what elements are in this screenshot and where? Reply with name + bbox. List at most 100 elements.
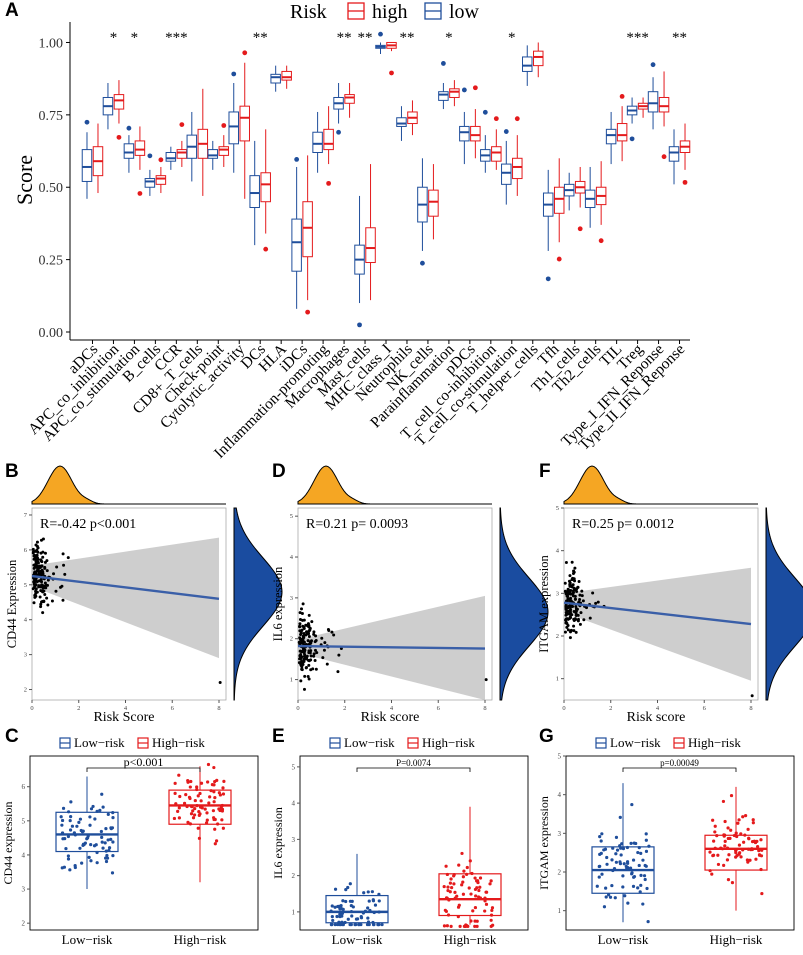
scatter-point: [299, 679, 303, 683]
significance-mark: **: [399, 30, 414, 46]
y-tick-label: 3: [556, 590, 559, 597]
jitter-point: [357, 922, 361, 927]
jitter-point: [198, 812, 202, 816]
box-group-Treg: [626, 97, 649, 142]
y-tick-label: 1.00: [39, 36, 64, 51]
jitter-point: [597, 875, 601, 879]
jitter-point: [195, 787, 199, 792]
jitter-point: [475, 924, 479, 928]
scatter-point: [45, 569, 49, 573]
jitter-point: [725, 858, 730, 862]
jitter-point: [81, 842, 86, 846]
jitter-point: [348, 899, 352, 903]
scatter-point: [307, 659, 311, 663]
panel-label-a: A: [5, 0, 19, 21]
jitter-point: [445, 872, 449, 877]
y-tick-label: 5: [556, 505, 559, 512]
jitter-point: [111, 854, 115, 858]
scatter-point: [58, 585, 62, 589]
box-low: [207, 149, 219, 159]
jitter-point: [610, 883, 614, 888]
significance-mark: *: [508, 30, 516, 46]
scatter-point: [34, 562, 38, 566]
jitter-point: [746, 827, 750, 831]
jitter-point: [196, 826, 200, 830]
y-axis-title: IL6 expression: [271, 566, 285, 641]
y-tick-label: 1: [292, 908, 296, 916]
fit-line: [563, 601, 752, 626]
right-density-expression: [233, 507, 283, 701]
jitter-point: [193, 798, 197, 803]
outlier-low: [629, 136, 635, 142]
box-high: [113, 94, 125, 110]
jitter-point: [732, 833, 736, 838]
scatter-point: [298, 638, 302, 642]
jitter-point: [726, 826, 730, 830]
jitter-point: [625, 845, 630, 850]
jitter-point: [78, 817, 83, 821]
jitter-point: [66, 854, 70, 858]
scatter-point: [33, 553, 37, 557]
scatter-point: [307, 663, 311, 667]
jitter-point: [346, 917, 350, 921]
jitter-point: [490, 908, 494, 913]
jitter-point: [453, 896, 457, 900]
y-tick-label: 2: [24, 687, 27, 694]
box-low: [81, 149, 93, 182]
jitter-point: [92, 844, 97, 848]
jitter-point: [220, 809, 225, 813]
jitter-point: [205, 818, 209, 822]
jitter-point: [343, 920, 347, 925]
box-high: [323, 128, 334, 151]
jitter-point: [478, 885, 482, 889]
scatter-point: [310, 620, 314, 624]
box-high: [239, 105, 250, 142]
jitter-point: [637, 846, 641, 850]
jitter-point: [338, 912, 342, 916]
outlier-low: [545, 276, 551, 282]
scatter-point: [574, 617, 578, 621]
jitter-point: [712, 853, 716, 857]
scatter-point: [32, 601, 36, 605]
y-tick-label: 5: [558, 753, 562, 761]
box: [438, 873, 502, 917]
scatter-point: [308, 651, 312, 655]
scatter-point: [580, 594, 584, 598]
box-group-Parainflammation: [438, 61, 460, 110]
jitter-point: [465, 872, 469, 876]
jitter-point: [465, 865, 469, 870]
scatter-point: [566, 606, 570, 610]
significance-mark: **: [337, 30, 352, 46]
box-group-Inflammation-promoting: [312, 106, 334, 186]
scatter-point: [299, 629, 303, 633]
jitter-point: [341, 907, 345, 911]
jitter-point: [213, 827, 217, 831]
scatter-point: [320, 636, 324, 640]
box-low: [228, 111, 239, 145]
jitter-point: [204, 821, 209, 825]
y-tick-label: 3: [558, 830, 562, 838]
jitter-point: [741, 848, 745, 852]
jitter-point: [711, 818, 715, 822]
x-tick-label: 6: [171, 705, 175, 712]
jitter-point: [447, 898, 451, 902]
jitter-point: [642, 874, 647, 878]
scatter-point: [298, 611, 302, 615]
jitter-point: [599, 839, 603, 843]
x-tick-label: 2: [77, 705, 80, 712]
jitter-point: [442, 924, 447, 928]
jitter-point: [330, 915, 334, 919]
jitter-point: [91, 804, 95, 809]
jitter-point: [632, 875, 636, 879]
y-tick-label: 1: [556, 676, 559, 683]
jitter-point: [604, 886, 608, 890]
scatter-point: [332, 633, 336, 637]
jitter-point: [645, 886, 649, 891]
jitter-point: [78, 846, 82, 850]
scatter-point: [569, 584, 573, 588]
jitter-point: [445, 924, 449, 928]
box-group-DCs: [249, 129, 271, 252]
scatter-point: [298, 642, 302, 646]
jitter-point: [614, 852, 618, 856]
scatter-point: [581, 599, 585, 603]
